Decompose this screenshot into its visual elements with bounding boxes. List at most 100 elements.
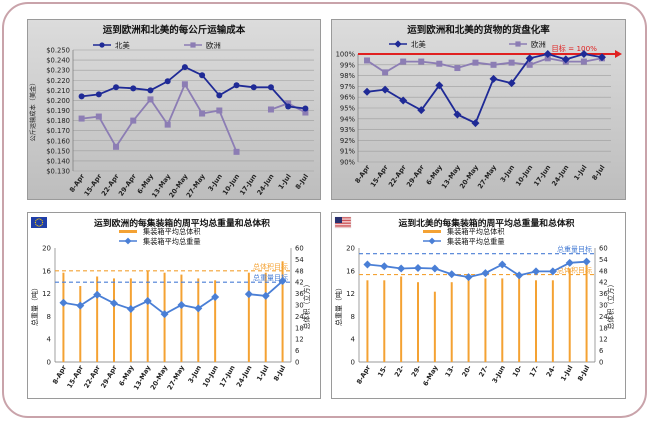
chart-title: 运到北美的每集装箱的周平均总重量和总体积 <box>399 217 575 229</box>
y-tick-label: $0.250 <box>46 47 70 55</box>
y2-tick-label: 12 <box>599 336 608 344</box>
volume-bar-5 <box>129 278 132 362</box>
legend-label-1: 北美 <box>115 41 130 50</box>
data-point-s2-7 <box>472 59 479 66</box>
volume-bar-7 <box>467 280 470 362</box>
data-point-s2-3 <box>113 143 120 150</box>
y-tick-label: 90% <box>340 159 356 167</box>
data-point-s1-2 <box>381 85 390 94</box>
y-tick-label: 0 <box>47 359 51 367</box>
y-tick-label: 97% <box>340 83 356 91</box>
y-axis-label: 总重量（吨） <box>334 284 343 326</box>
legend-label-volume: 集装箱平均总体积 <box>143 227 201 236</box>
legend-label-volume: 集装箱平均总体积 <box>447 227 505 236</box>
weight-point-2 <box>380 262 389 271</box>
y-tick-label: 0 <box>351 359 355 367</box>
data-point-s1-8 <box>489 74 498 83</box>
y-tick-label: 16 <box>42 267 51 275</box>
data-point-s2-13 <box>580 58 587 65</box>
series-line-2 <box>366 57 603 74</box>
data-point-s2-4 <box>130 117 137 124</box>
data-point-s1-8 <box>199 72 206 79</box>
weight-point-10 <box>211 293 220 302</box>
y2-tick-label: 36 <box>599 290 608 298</box>
us-flag-stripe <box>335 223 351 225</box>
shipping-cost-chart: 运到欧洲和北美的每公斤运输成本 $0.130 $0.140 $0.150 $0.160 $… <box>27 19 321 200</box>
y2-tick-label: 30 <box>599 302 608 310</box>
y2-tick-label: 24 <box>295 313 304 321</box>
weight-point-7 <box>160 310 169 319</box>
weight-point-12 <box>244 290 253 299</box>
data-point-s2-11 <box>544 55 551 62</box>
dashboard-frame <box>2 2 647 418</box>
volume-bar-12 <box>247 272 250 362</box>
legend-label-2: 欧洲 <box>206 41 221 50</box>
weight-point-5 <box>430 264 439 273</box>
y-tick-label: $0.130 <box>46 168 70 176</box>
volume-bar-6 <box>146 270 149 362</box>
data-point-s2-2 <box>95 113 102 120</box>
legend-swatch-volume <box>423 230 441 233</box>
data-point-s1-10 <box>525 54 534 63</box>
legend-label-2: 欧洲 <box>531 40 546 49</box>
us-flag-stripe <box>335 224 351 226</box>
y-axis-label: 总重量（吨） <box>30 284 39 326</box>
weight-point-2 <box>76 301 85 310</box>
volume-bar-4 <box>113 278 115 362</box>
legend-marker-1 <box>99 42 105 48</box>
data-point-s1-12 <box>267 84 274 91</box>
data-point-s2-8 <box>490 61 497 68</box>
data-point-s1-3 <box>113 84 120 91</box>
north-america-container-chart-svg: 运到北美的每集装箱的周平均总重量和总体积04812162006121824303… <box>331 212 626 399</box>
europe-container-chart-svg: 运到欧洲的每集装箱的周平均总重量和总体积04812162006121824303… <box>27 212 321 399</box>
chart-title: 运到欧洲和北美的货物的货盘化率 <box>407 24 550 36</box>
data-point-s1-7 <box>181 64 188 71</box>
reference-label-2: 总体积目标 <box>557 266 592 275</box>
data-point-s1-12 <box>561 55 570 64</box>
data-point-s2-6 <box>454 65 461 72</box>
data-point-s2-1 <box>364 57 371 64</box>
y2-tick-label: 12 <box>295 336 304 344</box>
y2-tick-label: 60 <box>295 245 304 253</box>
volume-bar-13 <box>264 272 267 362</box>
eu-flag-star <box>40 218 42 220</box>
data-point-s2-2 <box>382 69 389 76</box>
data-point-s2-13 <box>285 100 292 107</box>
us-flag-stripe <box>335 217 351 218</box>
data-point-s1-1 <box>78 93 85 100</box>
data-point-s1-5 <box>147 87 154 94</box>
weight-point-13 <box>565 258 574 267</box>
y2-tick-label: 30 <box>295 302 304 310</box>
data-point-s1-6 <box>453 110 462 119</box>
y2-tick-label: 54 <box>295 256 304 264</box>
weight-point-14 <box>278 277 287 286</box>
y-tick-label: 16 <box>346 267 355 275</box>
legend-label-weight: 集装箱平均总重量 <box>143 237 201 246</box>
weight-point-8 <box>177 301 186 309</box>
north-america-container-chart: 运到北美的每集装箱的周平均总重量和总体积 0 4 8 12 16 20 0 6 12 18 24 30 3… <box>331 212 626 399</box>
y-tick-label: 99% <box>340 61 356 69</box>
y-tick-label: $0.170 <box>46 127 70 135</box>
weight-point-12 <box>548 267 557 276</box>
y-tick-label: 20 <box>346 245 355 253</box>
us-flag-stripe <box>335 221 351 223</box>
y2-tick-label: 6 <box>295 347 299 355</box>
y-tick-label: 20 <box>42 245 51 253</box>
y2-tick-label: 0 <box>295 359 299 367</box>
data-point-s1-4 <box>130 85 137 92</box>
data-point-s1-6 <box>164 78 171 85</box>
volume-bar-14 <box>281 261 284 362</box>
y-axis-label: 公斤运输成本（美金） <box>29 80 37 142</box>
us-flag-canton <box>335 217 342 223</box>
y2-tick-label: 0 <box>599 359 603 367</box>
weight-point-6 <box>143 297 152 306</box>
shipping-cost-chart-svg: 运到欧洲和北美的每公斤运输成本 $0.130 $0.140 $0.150 $0.160 $… <box>27 19 321 200</box>
legend-marker-2 <box>515 41 521 47</box>
volume-bar-9 <box>197 278 200 362</box>
data-point-s1-9 <box>507 79 516 88</box>
weight-point-7 <box>464 273 473 282</box>
weight-point-5 <box>126 304 135 313</box>
volume-bar-8 <box>484 278 487 362</box>
data-point-s1-11 <box>250 84 257 91</box>
weight-point-9 <box>194 304 203 313</box>
